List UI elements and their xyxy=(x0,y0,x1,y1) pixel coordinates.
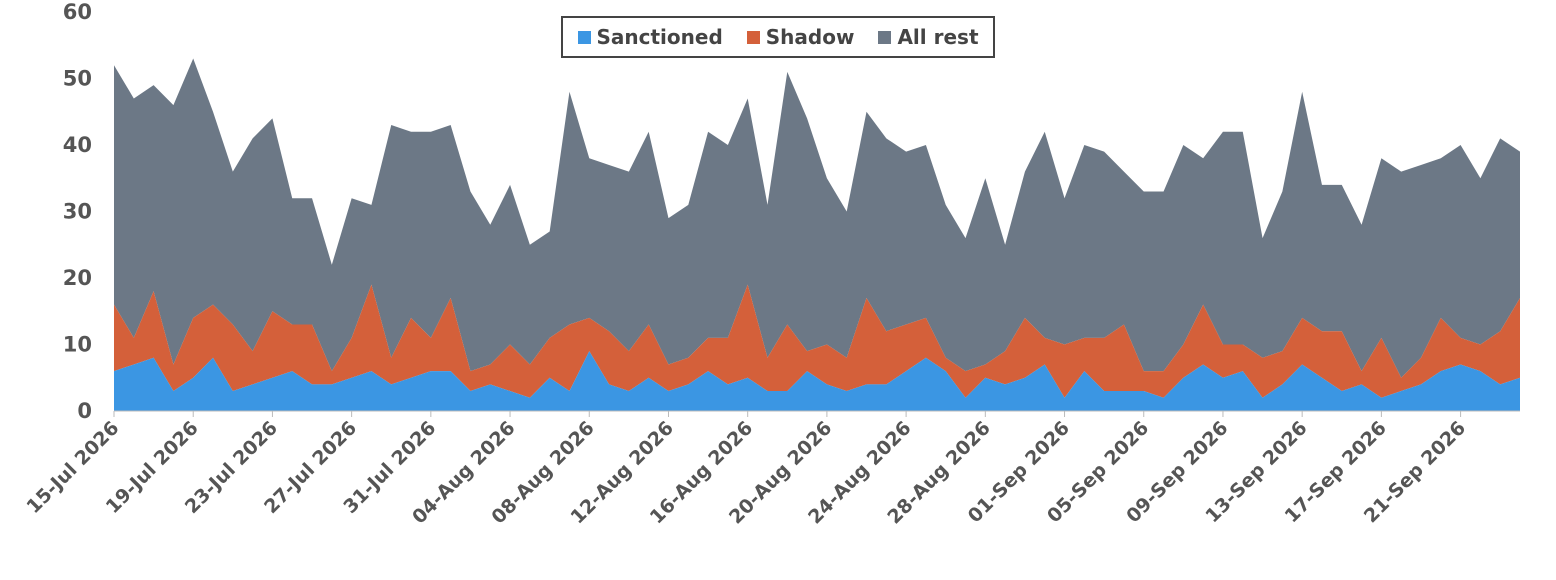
y-tick-label: 50 xyxy=(63,67,92,91)
legend: Sanctioned Shadow All rest xyxy=(561,16,995,58)
area-series-shadow xyxy=(114,284,1520,398)
legend-label-all-rest: All rest xyxy=(897,25,979,49)
y-tick-label: 30 xyxy=(63,200,92,224)
area-series-all-rest xyxy=(114,58,1520,378)
y-axis: 0 10 20 30 40 50 60 xyxy=(63,0,92,423)
y-tick-label: 20 xyxy=(63,266,92,290)
y-tick-label: 0 xyxy=(77,399,92,423)
legend-item-shadow: Shadow xyxy=(746,25,855,49)
area-layer xyxy=(114,58,1520,411)
legend-swatch-shadow xyxy=(746,30,760,44)
y-tick-label: 10 xyxy=(63,333,92,357)
legend-label-shadow: Shadow xyxy=(765,25,855,49)
legend-swatch-all-rest xyxy=(878,30,892,44)
legend-swatch-sanctioned xyxy=(577,30,591,44)
y-tick-label: 60 xyxy=(63,0,92,24)
area-series-sanctioned xyxy=(114,351,1520,411)
legend-label-sanctioned: Sanctioned xyxy=(596,25,723,49)
y-tick-label: 40 xyxy=(63,133,92,157)
legend-item-all-rest: All rest xyxy=(878,25,979,49)
legend-item-sanctioned: Sanctioned xyxy=(577,25,723,49)
